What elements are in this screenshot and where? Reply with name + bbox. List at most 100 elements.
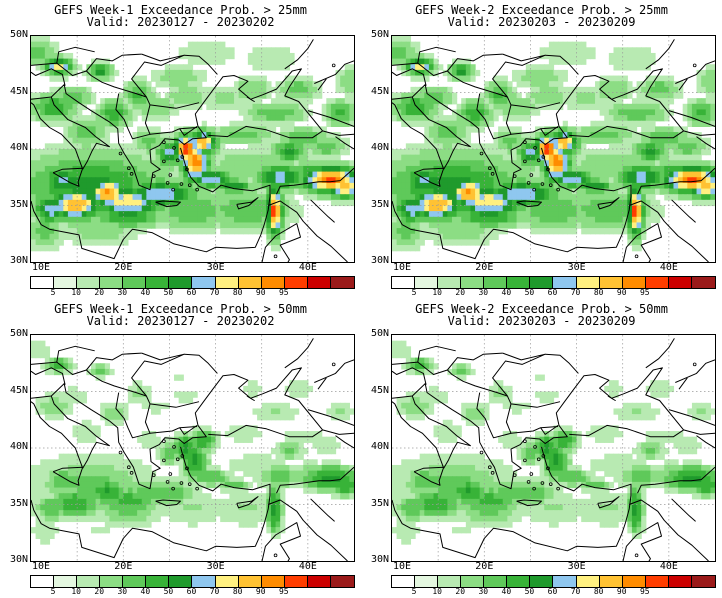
colorbar-swatch xyxy=(215,576,239,587)
colorbar-swatch xyxy=(645,277,669,288)
colorbar-label: 50 xyxy=(163,587,174,596)
valid-dates: Valid: 20230127 - 20230202 xyxy=(86,314,275,328)
panel-title: GEFS Week-2 Exceedance Prob. > 50mm xyxy=(415,302,668,316)
colorbar-swatch xyxy=(461,576,485,587)
colorbar-swatch xyxy=(668,277,692,288)
colorbar-swatch xyxy=(307,277,331,288)
colorbar-swatch xyxy=(330,576,354,587)
map-area xyxy=(391,35,716,263)
colorbar-swatch xyxy=(553,576,577,587)
map-area xyxy=(30,35,355,263)
lon-label: 20E xyxy=(475,262,494,273)
colorbar xyxy=(30,276,355,289)
colorbar-swatch xyxy=(576,277,600,288)
colorbar-label: 90 xyxy=(255,587,266,596)
colorbar-label: 80 xyxy=(232,288,243,297)
colorbar-label: 30 xyxy=(478,587,489,596)
panel-title: GEFS Week-1 Exceedance Prob. > 25mm xyxy=(54,3,307,17)
valid-dates: Valid: 20230203 - 20230209 xyxy=(447,15,636,29)
lat-label: 45N xyxy=(9,85,28,97)
colorbar-label: 5 xyxy=(50,587,56,596)
colorbar-label: 10 xyxy=(71,587,81,596)
valid-dates: Valid: 20230127 - 20230202 xyxy=(86,15,275,29)
colorbar-label: 95 xyxy=(278,587,289,596)
colorbar-label: 70 xyxy=(209,288,220,297)
probability-map xyxy=(31,335,354,561)
colorbar-label: 70 xyxy=(570,288,581,297)
colorbar-swatch xyxy=(192,277,216,288)
colorbar-swatch xyxy=(691,277,715,288)
colorbar-swatch xyxy=(123,576,147,587)
lon-label: 20E xyxy=(114,262,133,273)
colorbar-label: 50 xyxy=(524,288,535,297)
colorbar-swatch xyxy=(54,576,78,587)
colorbar-swatch xyxy=(438,576,462,587)
colorbar-label: 80 xyxy=(593,587,604,596)
lat-label: 35N xyxy=(370,198,389,210)
panel-week1-50mm: GEFS Week-1 Exceedance Prob. > 50mm Valid… xyxy=(0,299,361,598)
colorbar-swatch xyxy=(576,576,600,587)
colorbar-label: 95 xyxy=(639,587,650,596)
panel-title: GEFS Week-2 Exceedance Prob. > 25mm xyxy=(415,3,668,17)
colorbar-label: 70 xyxy=(570,587,581,596)
lat-label: 50N xyxy=(9,328,28,339)
probability-map xyxy=(31,36,354,262)
colorbar xyxy=(391,575,716,588)
lat-label: 40N xyxy=(370,441,389,452)
colorbar-label: 10 xyxy=(432,288,442,297)
probability-map xyxy=(392,335,715,561)
colorbar-label: 30 xyxy=(117,288,128,297)
colorbar-swatch xyxy=(507,277,531,288)
colorbar-swatch xyxy=(77,576,101,587)
colorbar-label: 10 xyxy=(432,587,442,596)
lat-label: 35N xyxy=(370,497,389,509)
lon-label: 30E xyxy=(206,262,225,273)
coastlines xyxy=(392,39,715,262)
probability-shading xyxy=(392,36,715,252)
colorbar-swatch xyxy=(100,277,124,288)
lon-label: 30E xyxy=(206,561,225,572)
colorbar-label: 60 xyxy=(186,587,197,596)
colorbar-swatch xyxy=(599,277,623,288)
colorbar-label: 30 xyxy=(478,288,489,297)
coastlines xyxy=(392,338,715,561)
colorbar-swatch xyxy=(484,277,508,288)
lon-label: 40E xyxy=(298,561,317,572)
colorbar-swatch xyxy=(192,576,216,587)
colorbar xyxy=(30,575,355,588)
colorbar-swatch xyxy=(530,277,554,288)
lat-label: 45N xyxy=(370,85,389,97)
lat-label: 40N xyxy=(370,142,389,153)
map-area xyxy=(30,334,355,562)
colorbar-label: 80 xyxy=(232,587,243,596)
lon-label: 20E xyxy=(475,561,494,572)
colorbar-swatch xyxy=(307,576,331,587)
colorbar-swatch xyxy=(238,277,262,288)
colorbar-swatch xyxy=(284,576,308,587)
colorbar-swatch xyxy=(691,576,715,587)
lon-label: 10E xyxy=(393,262,412,273)
colorbar-swatch xyxy=(415,576,439,587)
colorbar-label: 5 xyxy=(50,288,56,297)
colorbar-swatch xyxy=(54,277,78,288)
colorbar-swatch xyxy=(330,277,354,288)
colorbar-swatch xyxy=(438,277,462,288)
lon-label: 30E xyxy=(567,561,586,572)
colorbar-swatch xyxy=(415,277,439,288)
lon-label: 20E xyxy=(114,561,133,572)
graticule xyxy=(392,335,715,561)
colorbar-swatch xyxy=(215,277,239,288)
colorbar-swatch xyxy=(530,576,554,587)
colorbar-label: 40 xyxy=(501,288,512,297)
colorbar xyxy=(391,276,716,289)
colorbar-swatch xyxy=(284,277,308,288)
colorbar-label: 90 xyxy=(616,587,627,596)
map-area xyxy=(391,334,716,562)
lat-label: 30N xyxy=(370,554,389,565)
colorbar-swatch xyxy=(100,576,124,587)
colorbar-label: 5 xyxy=(411,288,417,297)
probability-map xyxy=(392,36,715,262)
lon-label: 10E xyxy=(32,262,51,273)
colorbar-swatch xyxy=(392,576,416,587)
colorbar-swatch xyxy=(645,576,669,587)
